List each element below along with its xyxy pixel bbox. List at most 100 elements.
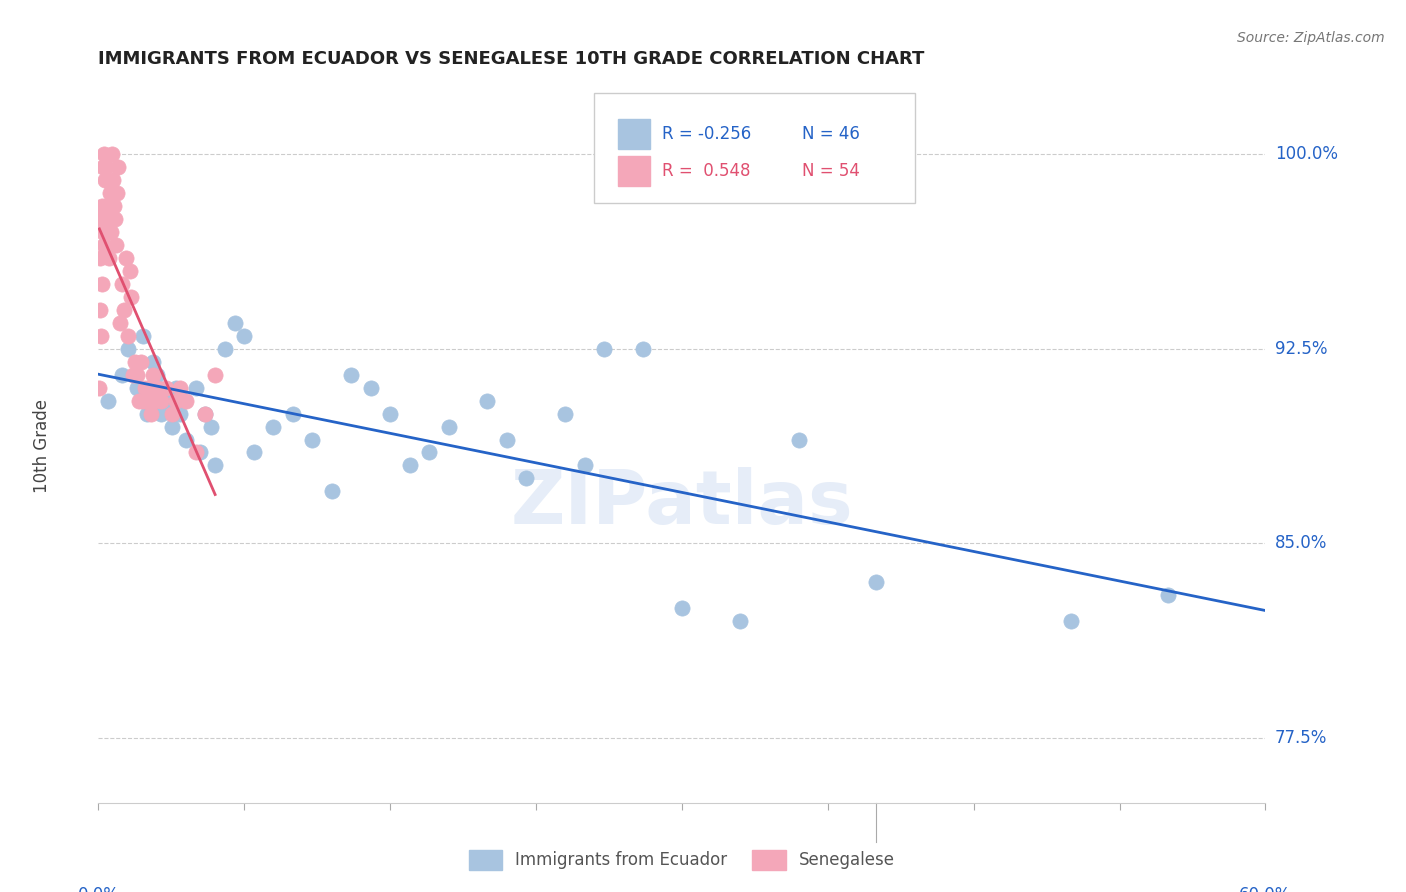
Point: [146, 381, 169, 395]
Point: [174, 433, 197, 447]
Point: [437, 419, 460, 434]
Point: [496, 433, 519, 447]
Point: [134, 381, 156, 395]
Point: [188, 445, 211, 459]
Point: [149, 407, 172, 421]
Point: [121, 290, 143, 304]
Point: [101, 147, 124, 161]
Point: [321, 484, 343, 499]
Point: [111, 277, 134, 291]
Point: [127, 381, 149, 395]
Point: [143, 393, 166, 408]
Point: [149, 393, 172, 408]
Point: [146, 368, 169, 382]
Point: [204, 458, 226, 473]
Point: [136, 407, 159, 421]
Point: [108, 316, 131, 330]
Text: ZIPatlas: ZIPatlas: [510, 467, 853, 540]
Point: [98, 251, 121, 265]
Point: [128, 393, 150, 408]
Point: [103, 199, 125, 213]
Point: [129, 354, 152, 368]
Point: [91, 277, 114, 291]
Text: 92.5%: 92.5%: [1275, 340, 1327, 358]
Point: [90, 199, 112, 213]
Point: [281, 407, 304, 421]
Text: IMMIGRANTS FROM ECUADOR VS SENEGALESE 10TH GRADE CORRELATION CHART: IMMIGRANTS FROM ECUADOR VS SENEGALESE 10…: [98, 50, 925, 68]
Text: 10th Grade: 10th Grade: [34, 399, 52, 493]
Point: [101, 173, 124, 187]
Point: [1157, 588, 1180, 602]
Text: 77.5%: 77.5%: [1275, 729, 1327, 747]
Text: 100.0%: 100.0%: [1275, 145, 1339, 163]
Point: [477, 393, 499, 408]
Point: [118, 264, 141, 278]
Point: [105, 186, 128, 200]
Point: [398, 458, 420, 473]
Text: 0.0%: 0.0%: [77, 886, 120, 892]
Point: [91, 160, 114, 174]
Point: [162, 407, 184, 421]
Point: [1060, 614, 1083, 628]
Point: [117, 342, 139, 356]
Point: [340, 368, 363, 382]
Point: [124, 354, 146, 368]
Point: [787, 433, 810, 447]
Point: [200, 419, 222, 434]
Text: 85.0%: 85.0%: [1275, 534, 1327, 552]
Text: Source: ZipAtlas.com: Source: ZipAtlas.com: [1237, 31, 1385, 45]
Point: [155, 381, 177, 395]
Text: 60.0%: 60.0%: [1239, 886, 1292, 892]
Point: [204, 368, 226, 382]
Point: [169, 407, 191, 421]
Point: [155, 393, 177, 408]
Point: [127, 368, 149, 382]
Point: [418, 445, 440, 459]
Bar: [617, 156, 651, 186]
Point: [122, 368, 145, 382]
Point: [730, 614, 752, 628]
Point: [89, 302, 111, 317]
Point: [174, 393, 197, 408]
Point: [224, 316, 246, 330]
Point: [89, 381, 111, 395]
Text: R = -0.256: R = -0.256: [662, 125, 751, 143]
Point: [194, 407, 217, 421]
Text: R =  0.548: R = 0.548: [662, 162, 751, 180]
Point: [96, 160, 118, 174]
Point: [360, 381, 382, 395]
Point: [165, 381, 187, 395]
Point: [138, 381, 160, 395]
Point: [97, 393, 120, 408]
Legend: Immigrants from Ecuador, Senegalese: Immigrants from Ecuador, Senegalese: [463, 843, 901, 877]
Text: N = 46: N = 46: [801, 125, 860, 143]
Point: [142, 368, 165, 382]
Point: [233, 328, 256, 343]
Point: [169, 381, 191, 395]
Point: [162, 419, 184, 434]
Text: N = 54: N = 54: [801, 162, 860, 180]
Point: [112, 302, 135, 317]
Point: [194, 407, 217, 421]
Point: [865, 575, 887, 590]
Point: [94, 173, 117, 187]
Point: [93, 238, 115, 252]
Point: [90, 211, 112, 226]
Point: [98, 186, 121, 200]
Point: [136, 393, 159, 408]
Point: [515, 471, 537, 485]
Point: [132, 393, 155, 408]
Point: [671, 601, 693, 615]
Point: [114, 251, 136, 265]
Point: [89, 251, 111, 265]
Point: [574, 458, 596, 473]
Point: [96, 199, 118, 213]
Point: [90, 328, 112, 343]
Point: [93, 147, 115, 161]
Point: [301, 433, 323, 447]
Bar: [617, 120, 651, 149]
Point: [104, 211, 127, 226]
Point: [184, 381, 207, 395]
Point: [142, 354, 165, 368]
Point: [380, 407, 402, 421]
